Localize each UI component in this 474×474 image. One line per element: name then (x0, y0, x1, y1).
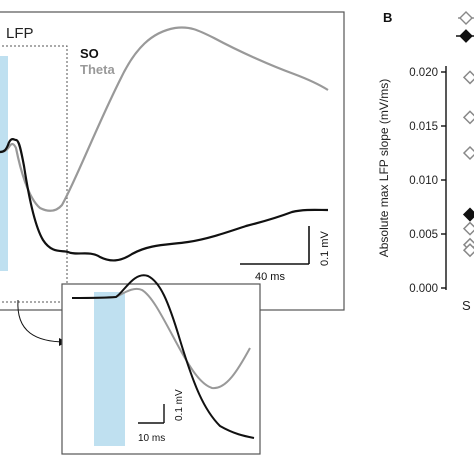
ytick-label: 0.010 (409, 175, 438, 187)
panel-a: LFP SO Theta 40 ms 0.1 mV (0, 11, 345, 346)
data-point-open (462, 110, 474, 125)
panel-b-points (462, 70, 474, 258)
data-point-open (462, 145, 474, 161)
inset-scalebar-amplitude-label: 0.1 mV (174, 389, 185, 421)
data-point-open (462, 243, 474, 258)
panel-b: B Absolute max LFP slope (mV/ms) 0.0000.… (377, 10, 474, 313)
data-point-open (462, 221, 474, 236)
ytick-label: 0.015 (409, 121, 438, 133)
panel-b-ylabel: Absolute max LFP slope (mV/ms) (377, 79, 391, 258)
panel-b-letter: B (383, 10, 392, 25)
inset-frame (61, 283, 261, 455)
legend-filled-diamond (459, 29, 473, 43)
data-point-open (462, 70, 474, 85)
ytick-label: 0.020 (409, 67, 438, 79)
zoom-region-box (0, 45, 68, 303)
inset-connector-arrow (17, 299, 67, 346)
legend-open-diamond (459, 11, 473, 25)
inset-scalebar-time-label: 10 ms (138, 433, 165, 444)
legend-theta: Theta (80, 62, 115, 77)
ytick-label: 0.005 (409, 229, 438, 241)
panel-a-title: LFP (6, 25, 34, 42)
inset-so-trace (71, 274, 255, 439)
theta-trace (0, 26, 329, 212)
panel-b-xtick-label: S (462, 298, 471, 313)
panel-a-frame (0, 11, 345, 311)
panel-b-yticks: 0.000 0.005 0.010 0.015 0.020 (409, 67, 446, 295)
inset-stimulus-band (94, 292, 125, 446)
inset-panel: 10 ms 0.1 mV (61, 274, 261, 455)
data-point-filled (462, 207, 474, 222)
scalebar-main-time-label: 40 ms (255, 271, 285, 283)
so-trace (0, 138, 329, 262)
scalebar-main-amplitude-label: 0.1 mV (319, 230, 331, 266)
ytick-label: 0.000 (409, 283, 438, 295)
stimulus-band (0, 56, 8, 271)
legend-so: SO (80, 46, 99, 61)
